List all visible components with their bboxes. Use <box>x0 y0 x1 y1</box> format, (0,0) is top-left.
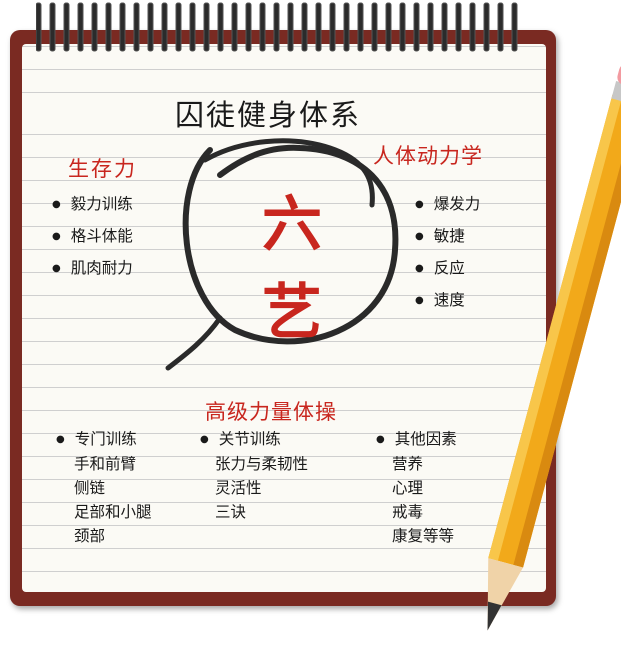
survival-item: 肌肉耐力 <box>52 256 133 278</box>
advanced-item: 张力与柔韧性 <box>215 455 309 473</box>
survival-item: 格斗体能 <box>52 224 133 246</box>
page-title: 囚徒健身体系 <box>175 98 362 132</box>
advanced-item: 三诀 <box>215 503 247 521</box>
advanced-column-label: 专门训练 <box>56 427 137 449</box>
advanced-item: 康复等等 <box>392 527 455 545</box>
advanced-item: 足部和小腿 <box>74 503 152 521</box>
dynamics-item: 反应 <box>415 256 465 278</box>
dynamics-item: 敏捷 <box>415 224 465 246</box>
center-char-1: 六 <box>262 190 322 260</box>
dynamics-item: 爆发力 <box>415 192 481 214</box>
survival-heading: 生存力 <box>68 157 137 181</box>
arrow-to-dynamics <box>202 138 375 208</box>
advanced-item: 颈部 <box>74 527 106 545</box>
advanced-item: 侧链 <box>74 479 106 497</box>
advanced-column-label: 关节训练 <box>200 427 281 449</box>
advanced-heading: 高级力量体操 <box>205 400 337 424</box>
center-char-2: 艺 <box>262 278 322 348</box>
survival-item: 毅力训练 <box>52 192 133 214</box>
spiral-binding <box>36 2 518 52</box>
advanced-item: 营养 <box>392 455 424 473</box>
advanced-item: 戒毒 <box>392 503 424 521</box>
arrow-to-survival <box>165 315 223 371</box>
dynamics-heading: 人体动力学 <box>373 144 483 168</box>
advanced-item: 心理 <box>392 479 424 497</box>
advanced-item: 手和前臂 <box>74 455 137 473</box>
advanced-item: 灵活性 <box>215 479 262 497</box>
advanced-column-label: 其他因素 <box>376 427 457 449</box>
dynamics-item: 速度 <box>415 288 465 310</box>
pencil-icon <box>487 63 621 631</box>
hand-drawn-circle <box>182 144 399 345</box>
notepad-page <box>22 44 546 592</box>
